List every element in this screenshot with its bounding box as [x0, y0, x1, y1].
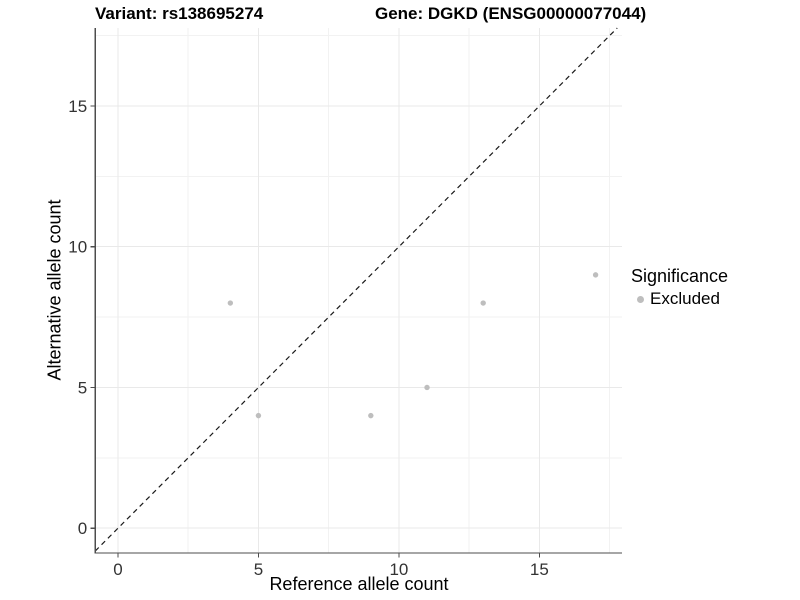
- data-point: [368, 412, 374, 419]
- legend-title: Significance: [631, 266, 729, 286]
- x-tick-label: 5: [254, 560, 263, 579]
- identity-reference-line: [94, 27, 618, 552]
- y-tick-label: 5: [78, 378, 87, 397]
- data-point: [592, 272, 599, 278]
- x-tick-label: 10: [389, 560, 408, 579]
- x-axis-title: Reference allele count: [269, 574, 449, 594]
- legend: Significance Excluded: [631, 265, 728, 309]
- x-tick-label: 0: [113, 560, 122, 579]
- data-point: [255, 412, 262, 419]
- y-tick-label: 0: [78, 519, 87, 538]
- data-point: [480, 300, 486, 306]
- legend-key-dot-icon: [637, 295, 644, 303]
- x-tick-label: 15: [530, 560, 549, 579]
- y-tick-label: 15: [68, 97, 87, 116]
- y-axis-title: Alternative allele count: [44, 199, 65, 381]
- plot-title-variant: Variant: rs138695274: [95, 4, 264, 23]
- data-point: [227, 300, 234, 306]
- plot-title-gene: Gene: DGKD (ENSG00000077044): [375, 4, 647, 23]
- y-tick-label: 10: [68, 238, 87, 257]
- legend-item-label: Excluded: [650, 289, 720, 308]
- legend-item-excluded: Excluded: [631, 289, 728, 309]
- data-point: [424, 384, 430, 391]
